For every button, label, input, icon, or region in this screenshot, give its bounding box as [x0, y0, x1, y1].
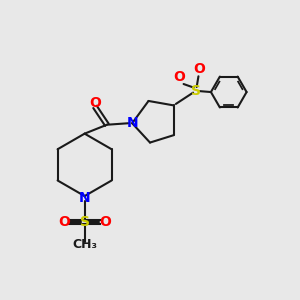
Text: O: O — [99, 215, 111, 229]
Text: O: O — [89, 96, 101, 110]
Text: N: N — [126, 116, 138, 130]
Text: S: S — [80, 215, 90, 229]
Text: O: O — [173, 70, 185, 84]
Text: O: O — [194, 62, 206, 76]
Text: CH₃: CH₃ — [72, 238, 97, 251]
Text: S: S — [191, 84, 201, 98]
Text: N: N — [79, 190, 90, 205]
Text: O: O — [58, 215, 70, 229]
